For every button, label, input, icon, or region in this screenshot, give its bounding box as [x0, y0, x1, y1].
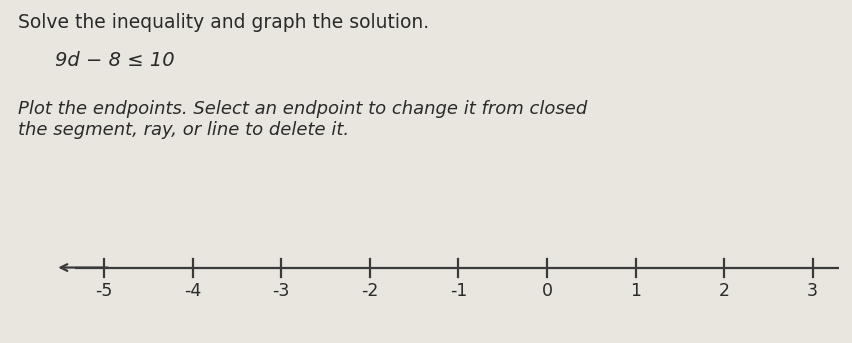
Text: Solve the inequality and graph the solution.: Solve the inequality and graph the solut… [18, 13, 429, 32]
Text: 3: 3 [807, 282, 818, 299]
Text: -3: -3 [273, 282, 290, 299]
Text: 0: 0 [541, 282, 552, 299]
Text: the segment, ray, or line to delete it.: the segment, ray, or line to delete it. [18, 121, 349, 139]
Text: 1: 1 [630, 282, 641, 299]
Text: 2: 2 [718, 282, 729, 299]
Text: 9d − 8 ≤ 10: 9d − 8 ≤ 10 [55, 51, 175, 70]
Text: -4: -4 [184, 282, 201, 299]
Text: -1: -1 [450, 282, 467, 299]
Text: Plot the endpoints. Select an endpoint to change it from closed: Plot the endpoints. Select an endpoint t… [18, 100, 587, 118]
Text: -2: -2 [361, 282, 378, 299]
Text: -5: -5 [95, 282, 112, 299]
